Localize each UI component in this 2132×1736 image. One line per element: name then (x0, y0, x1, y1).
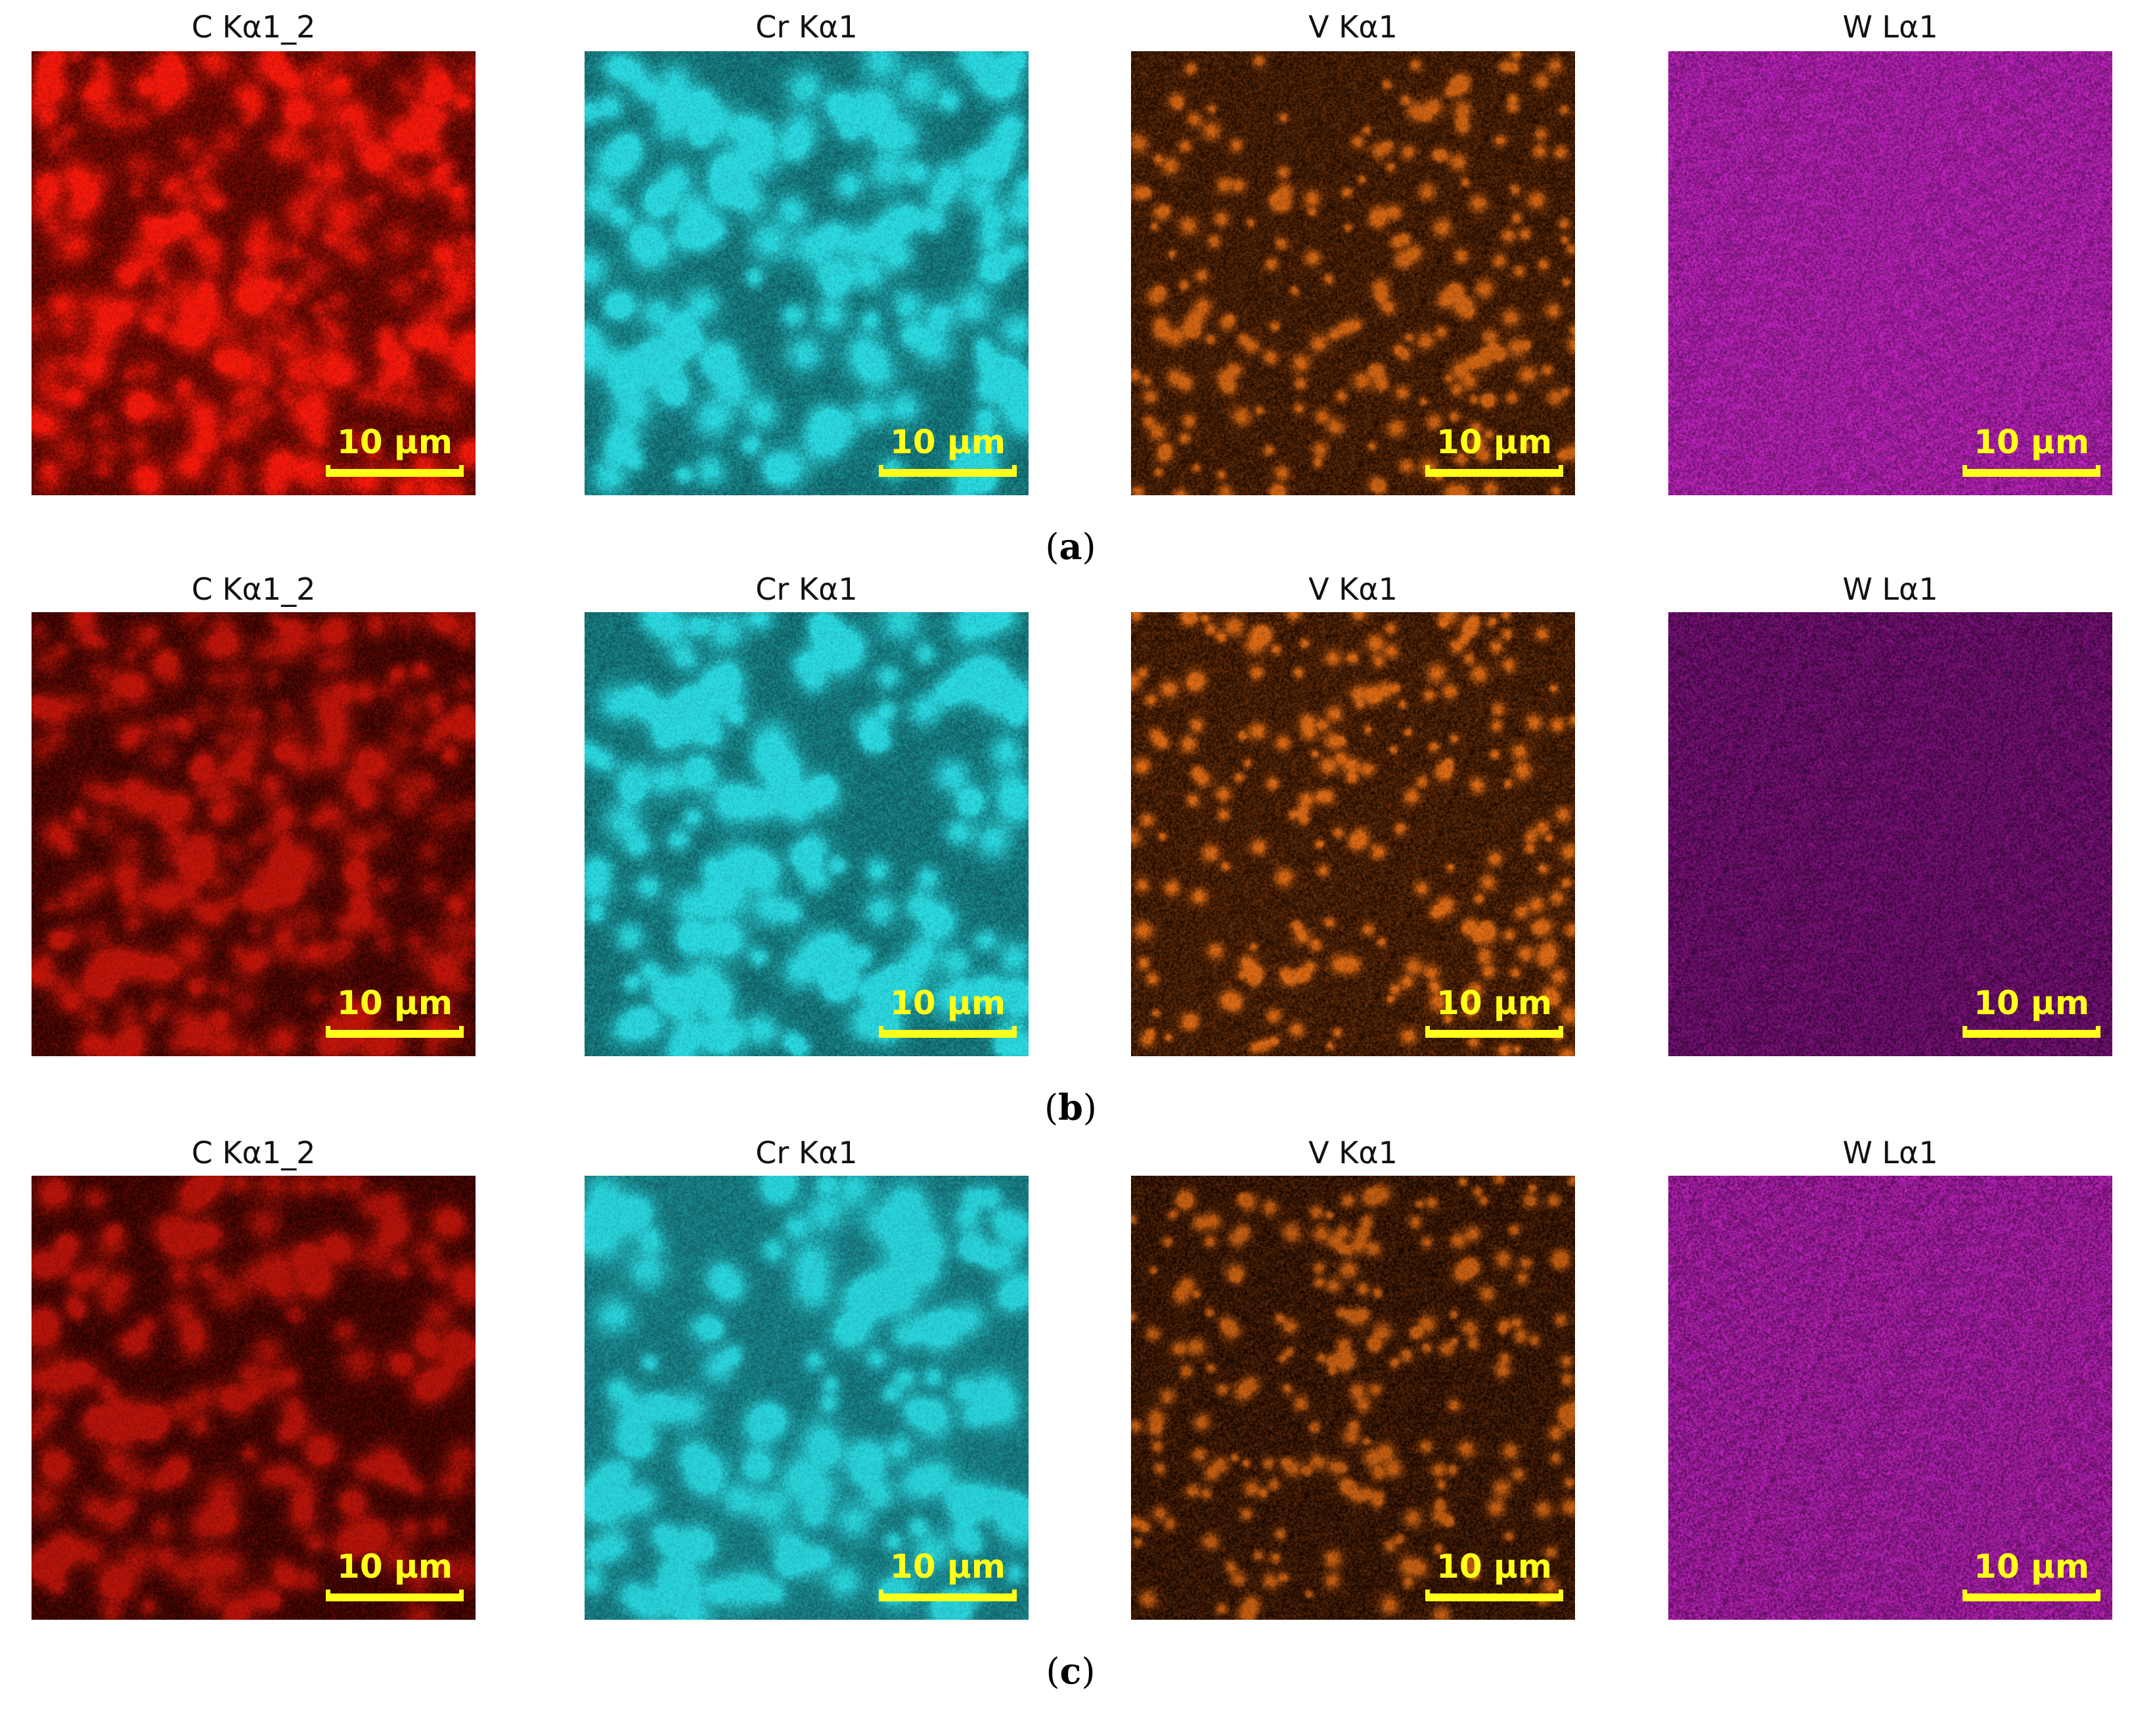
element-map-image (1131, 51, 1575, 495)
panel-title: C Kα1_2 (191, 1135, 316, 1170)
element-map-image (1131, 612, 1575, 1056)
panel-title: Cr Kα1 (755, 571, 858, 607)
element-map-c (32, 51, 476, 495)
scale-bar-label: 10 μm (890, 423, 1006, 461)
element-map-image (1131, 1176, 1575, 1620)
scale-bar (879, 1590, 1017, 1601)
panel-title: V Kα1 (1308, 1135, 1398, 1170)
scale-bar (326, 1590, 464, 1601)
scale-bar-label: 10 μm (1436, 1547, 1552, 1586)
panel-title: W Lα1 (1842, 571, 1938, 607)
element-map-image (32, 1176, 476, 1620)
scale-bar-label: 10 μm (1436, 984, 1552, 1022)
scale-bar (1425, 1026, 1563, 1038)
element-map-image (585, 51, 1029, 495)
scale-bar (1425, 1590, 1563, 1601)
panel-title: Cr Kα1 (755, 1135, 858, 1170)
scale-bar (1963, 1590, 2100, 1601)
row-label-open: ( (1045, 526, 1059, 568)
scale-bar (1963, 1026, 2100, 1038)
scale-bar-label: 10 μm (1974, 423, 2089, 461)
element-map-v (1131, 51, 1575, 495)
row-label: (a) (1031, 525, 1110, 568)
element-map-c (32, 612, 476, 1056)
element-map-w (1668, 1176, 2112, 1620)
panel-title: C Kα1_2 (191, 9, 316, 45)
element-map-image (585, 1176, 1029, 1620)
scale-bar (879, 1026, 1017, 1038)
row-label-close: ) (1082, 1087, 1097, 1128)
scale-bar (326, 465, 464, 477)
scale-bar (326, 1026, 464, 1038)
element-map-image (1668, 612, 2112, 1056)
scale-bar (1963, 465, 2100, 477)
scale-bar-label: 10 μm (1436, 423, 1552, 461)
scale-bar-label: 10 μm (337, 984, 453, 1022)
panel-title: V Kα1 (1308, 9, 1398, 45)
row-label-letter: b (1058, 1086, 1083, 1128)
element-map-cr (585, 612, 1029, 1056)
row-label-open: ( (1046, 1651, 1060, 1692)
panel-title: W Lα1 (1842, 9, 1938, 45)
scale-bar (879, 465, 1017, 477)
scale-bar-label: 10 μm (890, 1547, 1006, 1586)
element-map-w (1668, 612, 2112, 1056)
panel-title: Cr Kα1 (755, 9, 858, 45)
element-map-image (32, 51, 476, 495)
scale-bar-label: 10 μm (1974, 1547, 2089, 1586)
scale-bar-label: 10 μm (337, 423, 453, 461)
scale-bar (1425, 465, 1563, 477)
scale-bar-label: 10 μm (890, 984, 1006, 1022)
element-map-v (1131, 1176, 1575, 1620)
element-map-image (1668, 1176, 2112, 1620)
row-label-open: ( (1044, 1087, 1059, 1128)
row-label-letter: a (1059, 525, 1082, 568)
panel-title: C Kα1_2 (191, 571, 316, 607)
row-label-letter: c (1059, 1650, 1082, 1692)
panel-title: W Lα1 (1842, 1135, 1938, 1170)
scale-bar-label: 10 μm (337, 1547, 453, 1586)
element-map-cr (585, 51, 1029, 495)
row-label-close: ) (1082, 526, 1096, 568)
row-label-close: ) (1081, 1651, 1096, 1692)
scale-bar-label: 10 μm (1974, 984, 2089, 1022)
element-map-image (1668, 51, 2112, 495)
element-map-image (32, 612, 476, 1056)
element-map-cr (585, 1176, 1029, 1620)
element-map-image (585, 612, 1029, 1056)
element-map-v (1131, 612, 1575, 1056)
element-map-c (32, 1176, 476, 1620)
row-label: (b) (1031, 1086, 1110, 1128)
row-label: (c) (1031, 1650, 1110, 1692)
element-map-w (1668, 51, 2112, 495)
panel-title: V Kα1 (1308, 571, 1398, 607)
